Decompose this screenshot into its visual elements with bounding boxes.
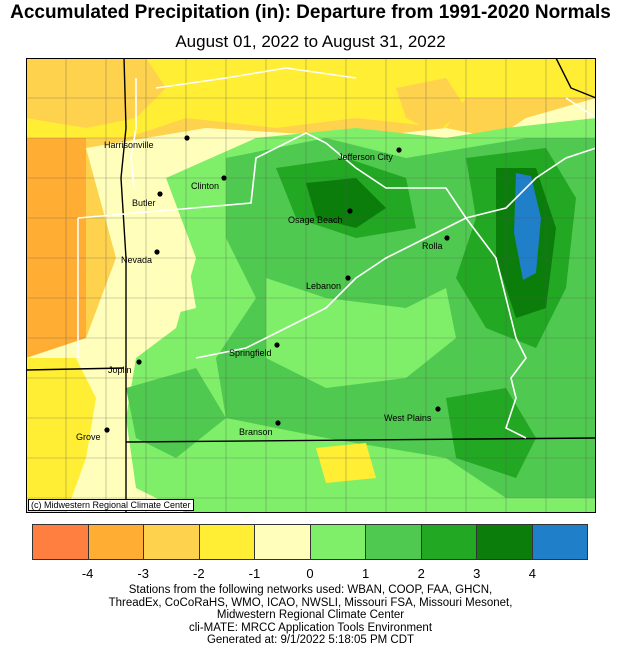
copyright-label: (c) Midwestern Regional Climate Center: [28, 499, 194, 511]
legend-tick: 4: [528, 566, 537, 581]
city-dot: [345, 275, 351, 281]
precipitation-map: Harrisonville Jefferson City Clinton But…: [26, 58, 596, 513]
city-dot: [274, 342, 280, 348]
footer-line: Stations from the following networks use…: [128, 584, 493, 596]
legend-swatch: [477, 525, 533, 559]
city-dot: [221, 175, 227, 181]
legend-swatch: [199, 525, 255, 559]
county-lines: [26, 58, 596, 513]
region-dry-northwest: [26, 58, 166, 128]
footer-line: Generated at: 9/1/2022 5:18:05 PM CDT: [206, 634, 415, 646]
region-very-wet-south: [446, 388, 536, 478]
city-label: Springfield: [229, 348, 272, 358]
city-label: Jefferson City: [338, 152, 393, 162]
legend-swatch: [310, 525, 366, 559]
city-label: Osage Beach: [288, 215, 343, 225]
city-dot: [275, 420, 281, 426]
footer-line: ThreadEx, CoCoRaHS, WMO, ICAO, NWSLI, Mi…: [108, 596, 513, 609]
city-label: Lebanon: [306, 281, 341, 291]
map-canvas: Harrisonville Jefferson City Clinton But…: [26, 58, 596, 513]
legend-tick: 3: [473, 566, 481, 581]
legend-swatch: [366, 525, 422, 559]
footer-notes: Stations from the following networks use…: [0, 584, 621, 647]
city-label: West Plains: [384, 413, 432, 423]
city-dot: [184, 135, 190, 141]
city-dot: [347, 208, 353, 214]
city-dot: [444, 235, 450, 241]
legend-swatch: [421, 525, 477, 559]
map-title: Accumulated Precipitation (in): Departur…: [10, 2, 611, 23]
city-label: Branson: [239, 427, 273, 437]
legend-swatch: [144, 525, 200, 559]
city-label: Harrisonville: [104, 140, 154, 150]
legend-swatch: [33, 525, 89, 559]
legend-tick: 2: [417, 566, 425, 581]
city-dot: [157, 191, 163, 197]
legend-tick: -3: [137, 566, 149, 581]
city-dot: [396, 147, 402, 153]
city-label: Rolla: [422, 241, 443, 251]
legend-tick: 1: [361, 566, 370, 581]
state-boundaries: [26, 58, 596, 513]
city-dot: [154, 249, 160, 255]
city-label: Nevada: [121, 255, 152, 265]
region-wet-central-inner: [266, 278, 456, 388]
region-wet-southwest: [126, 368, 226, 458]
city-dot: [136, 359, 142, 365]
region-orange-ne: [396, 78, 466, 133]
legend-tick: -4: [81, 566, 94, 581]
legend-swatch: [532, 525, 587, 559]
city-dot: [104, 427, 110, 433]
footer-line: cli-MATE: MRCC Application Tools Environ…: [188, 621, 433, 634]
legend-tick: 0: [306, 566, 314, 581]
legend-tick: -1: [248, 566, 261, 581]
region-outlines: [77, 67, 596, 439]
city-label: Joplin: [108, 365, 132, 375]
legend-swatch: [88, 525, 144, 559]
legend-tick: -2: [193, 566, 205, 581]
footer-line: Midwestern Regional Climate Center: [216, 609, 405, 621]
region-dry-southwest: [26, 358, 96, 513]
color-legend: [32, 524, 588, 560]
city-markers: Harrisonville Jefferson City Clinton But…: [76, 135, 450, 442]
legend-ticks: -4 -3 -2 -1 0 1 2 3 4: [32, 566, 588, 584]
city-label: Clinton: [191, 181, 219, 191]
city-label: Grove: [76, 432, 101, 442]
region-near-normal-nevada: [116, 248, 196, 318]
region-extremely-wet-bull: [514, 173, 541, 280]
legend-swatch: [255, 525, 311, 559]
map-subtitle: August 01, 2022 to August 31, 2022: [175, 32, 446, 51]
city-label: Butler: [132, 198, 156, 208]
city-dot: [435, 406, 441, 412]
